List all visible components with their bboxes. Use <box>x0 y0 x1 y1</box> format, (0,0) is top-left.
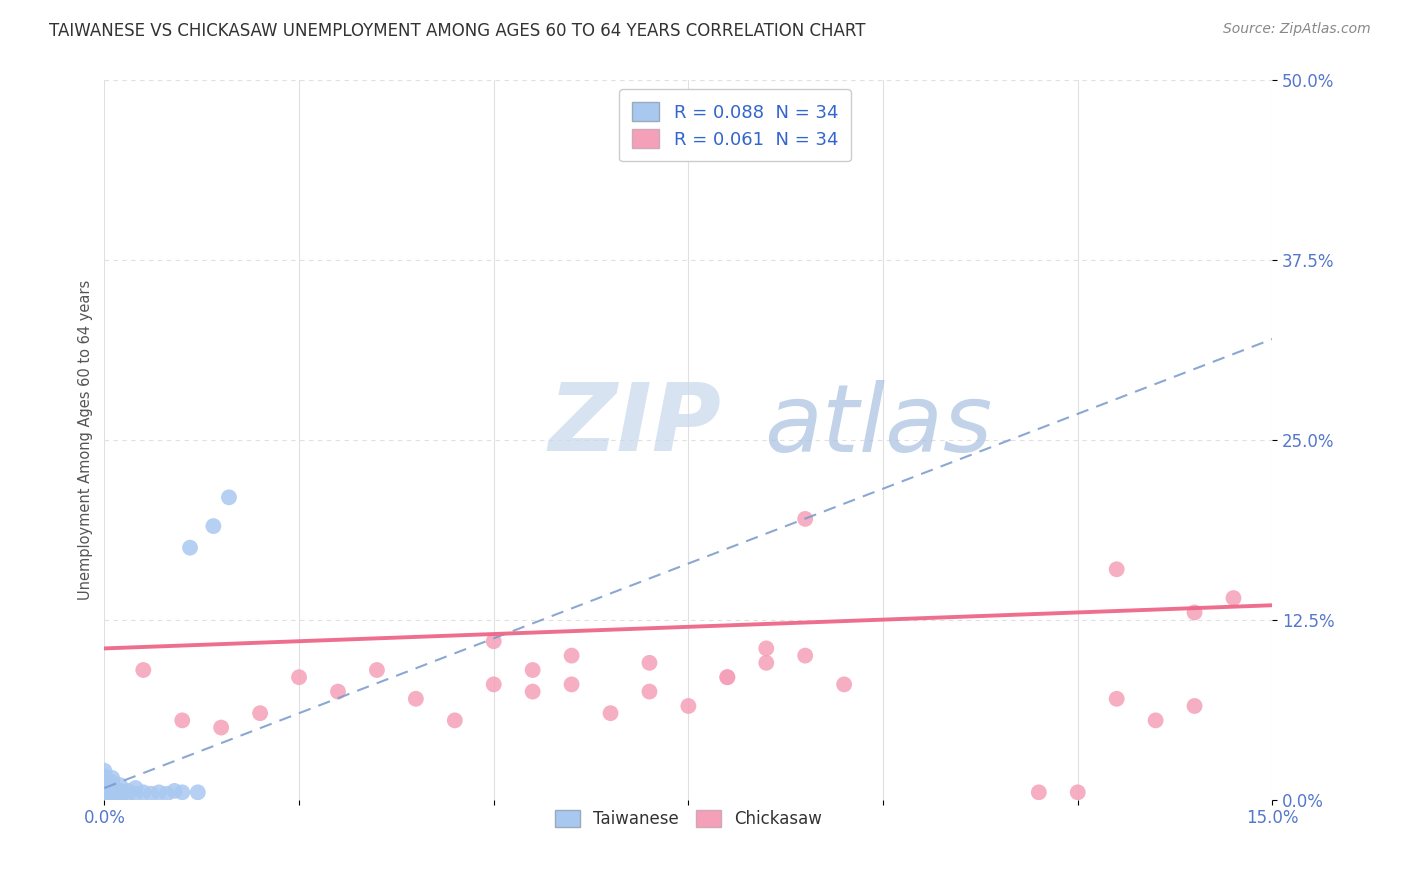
Point <box>366 663 388 677</box>
Point <box>218 491 240 505</box>
Point <box>1067 785 1090 799</box>
Point <box>638 656 661 670</box>
Point <box>172 785 194 799</box>
Point <box>124 787 146 801</box>
Point <box>93 792 115 806</box>
Point <box>1184 606 1206 620</box>
Point <box>156 787 179 801</box>
Point <box>288 670 311 684</box>
Point <box>443 714 465 728</box>
Point <box>172 714 194 728</box>
Point <box>93 778 115 792</box>
Point <box>482 634 505 648</box>
Point <box>93 792 115 806</box>
Point <box>561 677 583 691</box>
Point <box>522 684 544 698</box>
Point <box>678 698 700 713</box>
Point <box>1105 562 1128 576</box>
Y-axis label: Unemployment Among Ages 60 to 64 years: Unemployment Among Ages 60 to 64 years <box>79 279 93 600</box>
Point <box>139 787 162 801</box>
Point <box>93 773 115 788</box>
Point <box>101 775 124 789</box>
Point <box>117 788 139 802</box>
Point <box>638 684 661 698</box>
Point <box>101 771 124 785</box>
Point <box>108 788 131 802</box>
Point <box>405 691 427 706</box>
Point <box>148 785 170 799</box>
Point <box>716 670 738 684</box>
Point <box>93 785 115 799</box>
Point <box>132 785 155 799</box>
Point <box>117 784 139 798</box>
Point <box>93 792 115 806</box>
Point <box>132 663 155 677</box>
Point <box>93 764 115 778</box>
Point <box>179 541 201 555</box>
Point <box>1144 714 1167 728</box>
Point <box>755 656 778 670</box>
Point <box>522 663 544 677</box>
Text: ZIP: ZIP <box>548 379 721 471</box>
Point <box>482 677 505 691</box>
Point <box>108 778 131 792</box>
Point <box>108 784 131 798</box>
Text: Source: ZipAtlas.com: Source: ZipAtlas.com <box>1223 22 1371 37</box>
Point <box>163 784 186 798</box>
Point <box>794 512 817 526</box>
Point <box>561 648 583 663</box>
Point <box>101 780 124 794</box>
Point <box>209 721 232 735</box>
Point <box>832 677 855 691</box>
Point <box>1184 698 1206 713</box>
Legend: Taiwanese, Chickasaw: Taiwanese, Chickasaw <box>548 803 828 834</box>
Text: TAIWANESE VS CHICKASAW UNEMPLOYMENT AMONG AGES 60 TO 64 YEARS CORRELATION CHART: TAIWANESE VS CHICKASAW UNEMPLOYMENT AMON… <box>49 22 866 40</box>
Point <box>326 684 349 698</box>
Point <box>599 706 621 721</box>
Point <box>101 792 124 806</box>
Point <box>249 706 271 721</box>
Point <box>93 792 115 806</box>
Point <box>755 641 778 656</box>
Point <box>1028 785 1050 799</box>
Point <box>101 788 124 802</box>
Point <box>124 780 146 795</box>
Point <box>202 519 225 533</box>
Point <box>794 648 817 663</box>
Point <box>716 670 738 684</box>
Point <box>108 792 131 806</box>
Point <box>187 785 209 799</box>
Point <box>101 784 124 798</box>
Point <box>93 780 115 795</box>
Point <box>93 770 115 784</box>
Text: atlas: atlas <box>765 380 993 471</box>
Point <box>1222 591 1244 605</box>
Point <box>1105 691 1128 706</box>
